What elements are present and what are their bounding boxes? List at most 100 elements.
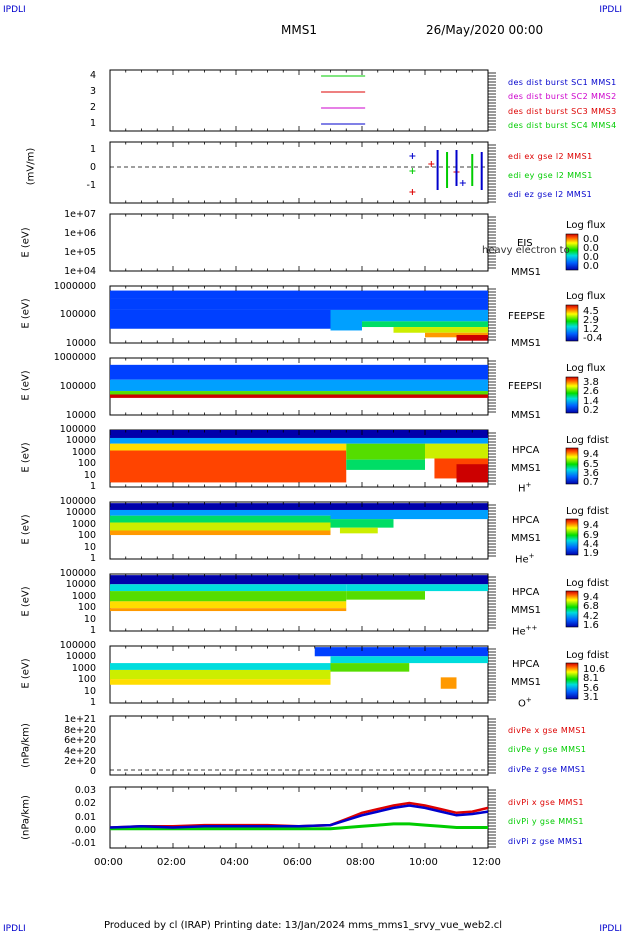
hpca-hepp-spectrogram-cell: [346, 584, 488, 592]
hpca-he-ylabel: E (eV): [20, 514, 32, 545]
hpca-o-instrument-label: HPCA: [512, 659, 540, 670]
feepsi-colorbar-value: 1.4: [583, 396, 599, 407]
feepsi-colorbar-value: 3.8: [583, 377, 599, 388]
edi-ytick: -1: [86, 180, 96, 191]
burst-panel-frame: [109, 69, 489, 132]
divpi-legend-item: divPi z gse MMS1: [508, 837, 584, 846]
feepsi-spacecraft-label: MMS1: [511, 410, 541, 421]
feepse-colorbar-value: 1.2: [583, 324, 599, 335]
divpe-legend-item: divPe z gse MMS1: [508, 765, 586, 774]
feepsi-ytick: 10000: [65, 410, 96, 421]
hpca-he-spectrogram-cell: [110, 515, 331, 523]
eis-ytick: 1e+07: [64, 209, 96, 220]
hpca-he-ytick: 1000: [71, 519, 96, 530]
eis-spacecraft-label: MMS1: [511, 267, 541, 278]
hpca-he-ytick: 10: [83, 542, 96, 553]
eis-colorbar-title: Log flux: [566, 220, 606, 231]
feepse-colorbar-title: Log flux: [566, 291, 606, 302]
divpe-ytick: 0: [89, 766, 96, 777]
feepse-colorbar: [565, 304, 579, 342]
hpca-h-spectrogram-cell: [346, 443, 425, 460]
feepsi-ytick: 100000: [59, 381, 96, 392]
x-tick-label: 12:00: [472, 857, 501, 868]
divpe-ylabel: (nPa/km): [20, 723, 32, 768]
hpca-hepp-spectrogram-cell: [110, 584, 347, 592]
hpca-h-colorbar-value: 0.7: [583, 477, 599, 488]
hpca-hepp-ytick: 1000: [71, 591, 96, 602]
divpi-panel-frame: [109, 786, 489, 849]
hpca-h-ytick: 100: [77, 458, 96, 469]
feepsi-spectrogram-cell: [110, 391, 488, 396]
plot-title: MMS1: [281, 23, 317, 37]
edi-data-point: [459, 180, 466, 186]
hpca-hepp-ylabel: E (eV): [20, 586, 32, 617]
divpi-ytick: -0.01: [71, 838, 96, 849]
feepse-spectrogram-cell: [110, 309, 331, 329]
hpca-hepp-colorbar-value: 9.4: [583, 592, 599, 603]
feepse-ytick: 10000: [65, 338, 96, 349]
hpca-o-spacecraft-label: MMS1: [511, 677, 541, 688]
edi-ylabel: (mV/m): [25, 147, 37, 186]
divpi-legend-item: divPi x gse MMS1: [508, 798, 584, 807]
feepsi-ylabel: E (eV): [20, 370, 32, 401]
divpi-ytick: 0.03: [74, 785, 96, 796]
x-tick-label: 00:00: [94, 857, 123, 868]
feepse-spectrogram-cell: [362, 321, 488, 328]
hpca-o-colorbar-value: 8.1: [583, 673, 599, 684]
divpi-ytick: 0.00: [74, 825, 96, 836]
divpi-legend-item: divPi y gse MMS1: [508, 817, 584, 826]
hpca-he-spectrogram-cell: [110, 530, 331, 536]
hpca-o-ytick: 100: [77, 674, 96, 685]
edi-data-point: [428, 161, 435, 167]
feepse-spectrogram-cell: [330, 309, 362, 331]
eis-ylabel: E (eV): [20, 227, 32, 258]
hpca-he-spectrogram-cell: [339, 527, 378, 534]
hpca-o-colorbar: [565, 662, 579, 700]
edi-data-point: [409, 189, 416, 195]
divpe-ytick: 1e+21: [64, 714, 96, 725]
divpe-ytick: 4e+20: [64, 746, 96, 757]
hpca-hepp-colorbar-value: 6.8: [583, 601, 599, 612]
hpca-he-colorbar-value: 4.4: [583, 539, 599, 550]
hpca-h-ytick: 1: [89, 481, 96, 492]
burst-legend-item: des dist burst SC1 MMS1: [508, 78, 617, 87]
hpca-o-colorbar-title: Log fdist: [566, 650, 609, 661]
edi-ytick: 1: [89, 144, 96, 155]
hpca-he-colorbar-value: 6.9: [583, 530, 599, 541]
corner-label-top-right: IPDLI: [599, 5, 622, 15]
hpca-o-spectrogram-cell: [110, 679, 331, 685]
eis-instrument-label: EIS: [517, 238, 533, 249]
hpca-hepp-ytick: 1: [89, 625, 96, 636]
divpe-ytick: 8e+20: [64, 725, 96, 736]
feepsi-spectrogram-cell: [110, 364, 488, 380]
divpe-panel-frame: [109, 715, 489, 776]
eis-overlay-text: heavy electron to: [482, 245, 570, 256]
feepsi-colorbar-title: Log flux: [566, 363, 606, 374]
hpca-h-colorbar-value: 9.4: [583, 449, 599, 460]
hpca-o-colorbar-value: 10.6: [583, 664, 606, 675]
x-tick-label: 06:00: [283, 857, 312, 868]
eis-ytick: 1e+04: [64, 266, 96, 277]
feepse-spacecraft-label: MMS1: [511, 338, 541, 349]
hpca-h-ytick: 10000: [65, 435, 96, 446]
feepse-colorbar-value: 4.5: [583, 306, 599, 317]
feepse-colorbar-value: 2.9: [583, 315, 599, 326]
eis-colorbar-value: 0.0: [583, 261, 599, 272]
corner-label-bottom-right: IPDLI: [599, 924, 622, 934]
hpca-hepp-ytick: 100: [77, 602, 96, 613]
feepse-spectrogram-cell: [110, 298, 488, 310]
hpca-h-ytick: 10: [83, 470, 96, 481]
edi-data-point: [409, 153, 416, 159]
hpca-h-spectrogram-cell: [110, 443, 347, 451]
hpca-hepp-spectrogram-cell: [110, 608, 347, 612]
burst-ytick: 3: [89, 86, 96, 97]
hpca-h-ytick: 100000: [59, 424, 96, 435]
burst-ytick: 2: [89, 102, 96, 113]
hpca-he-spectrogram-cell: [330, 519, 394, 528]
hpca-o-spectrogram-cell: [110, 669, 331, 680]
hpca-hepp-spectrogram-cell: [110, 575, 488, 585]
feepsi-colorbar-value: 2.6: [583, 386, 599, 397]
burst-ytick: 4: [89, 70, 96, 81]
hpca-hepp-colorbar-value: 1.6: [583, 620, 599, 631]
